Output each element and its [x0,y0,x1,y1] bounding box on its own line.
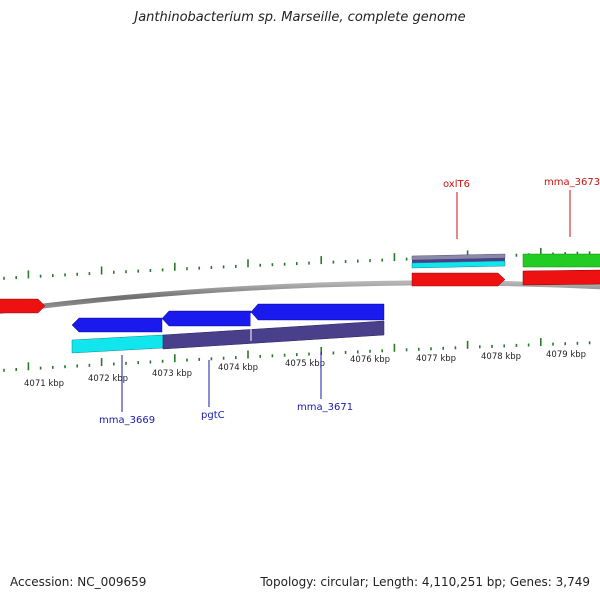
ruler-label: 4072 kbp [88,374,128,384]
gene-product-cyan[interactable] [71,334,164,354]
ruler-label: 4077 kbp [416,354,456,364]
gene-label[interactable]: pgtC [201,410,225,421]
map-title: Janthinobacterium sp. Marseille, complet… [134,10,466,25]
gene-feature-left[interactable] [0,298,46,314]
ruler-label: 4079 kbp [546,350,586,360]
gene-label[interactable]: mma_3673 [544,177,600,188]
ruler-label: 4075 kbp [285,359,325,369]
ruler-label: 4076 kbp [350,355,390,365]
genome-summary-text: Topology: circular; Length: 4,110,251 bp… [260,575,590,589]
gene-stripe-cyan[interactable] [411,260,506,269]
gene-label[interactable]: oxlT6 [443,179,470,190]
gene-feature-mma-3671[interactable] [250,303,385,321]
gene-feature-mma-3669[interactable] [71,317,163,333]
accession-text: Accession: NC_009659 [10,575,147,589]
feature-track [0,253,600,354]
inner-tick-track [3,338,591,372]
gene-label[interactable]: mma_3671 [297,402,353,413]
gene-feature-green[interactable] [522,253,600,268]
ruler-label: 4073 kbp [152,369,192,379]
gene-feature-mma-3673[interactable] [522,269,600,286]
gene-label[interactable]: mma_3669 [99,415,155,426]
ruler-label: 4071 kbp [24,379,64,389]
gene-feature-oxlt6[interactable] [411,272,506,287]
gene-stripe-purple[interactable] [412,258,505,263]
ruler-label: 4078 kbp [481,352,521,362]
gene-labels: mma_3669 pgtC mma_3671 oxlT6 mma_3673 [99,177,600,426]
genome-backbone [0,280,600,314]
ruler-label: 4074 kbp [218,363,258,373]
gene-feature-pgtc[interactable] [161,310,252,327]
ruler-labels: 4071 kbp 4072 kbp 4073 kbp 4074 kbp 4075 kbp… [24,350,586,389]
gene-product-purple[interactable] [162,320,385,350]
